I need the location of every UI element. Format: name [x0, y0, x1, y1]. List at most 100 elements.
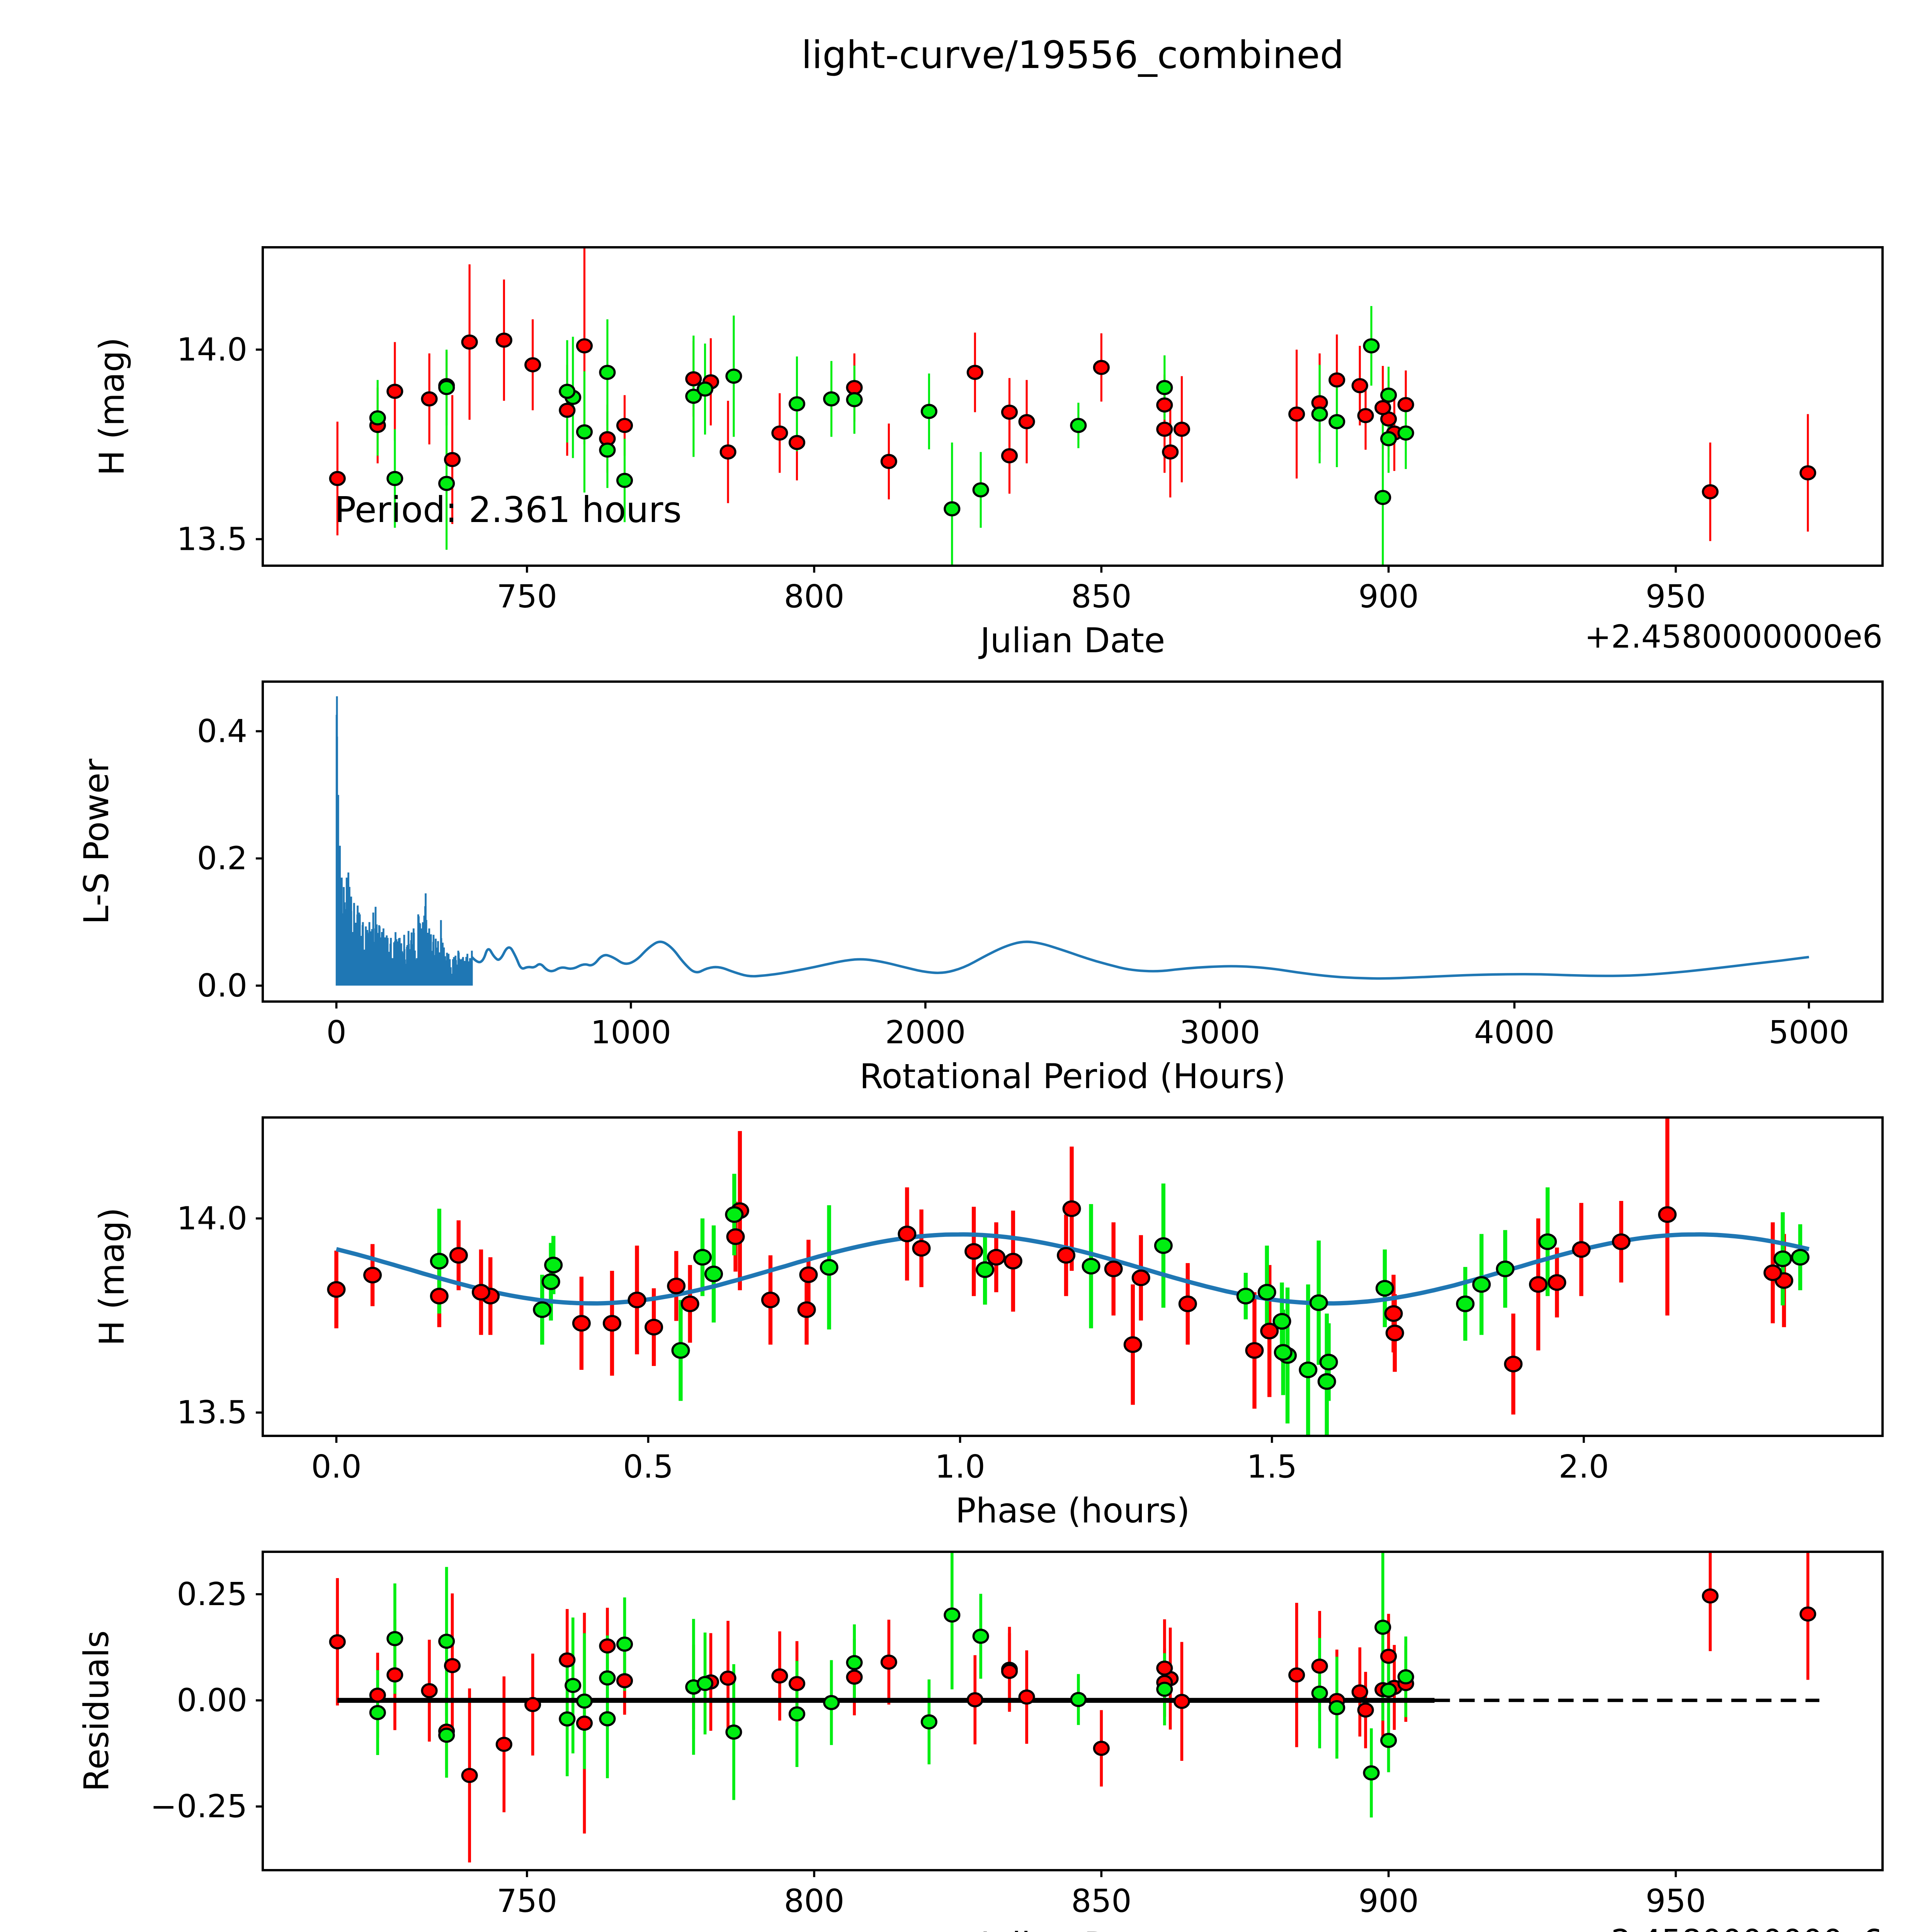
- data-point: [616, 1636, 633, 1652]
- period-annotation: Period: 2.361 hours: [335, 489, 682, 531]
- data-point: [725, 1725, 742, 1740]
- data-point: [544, 1257, 563, 1274]
- x-tick-label: 1000: [590, 1014, 671, 1051]
- x-axis-label: Phase (hours): [956, 1491, 1190, 1531]
- data-point: [541, 1273, 560, 1290]
- data-point: [820, 1259, 838, 1276]
- data-point: [1374, 400, 1391, 415]
- data-point: [1082, 1258, 1100, 1275]
- data-point: [576, 1693, 593, 1709]
- data-point: [369, 410, 386, 426]
- data-point: [616, 418, 633, 433]
- data-point: [1299, 1361, 1318, 1378]
- data-point: [788, 1676, 806, 1691]
- data-point: [1311, 1685, 1328, 1701]
- axes-spines: [262, 1116, 1884, 1437]
- y-tick-label: 13.5: [177, 1395, 247, 1431]
- y-axis-label: H (mag): [92, 337, 132, 476]
- x-axis-offset-text: +2.4580000000e6: [1585, 1923, 1883, 1932]
- data-point: [1799, 465, 1816, 481]
- plot-area: [335, 696, 1809, 986]
- data-point: [1612, 1233, 1631, 1250]
- data-point: [1311, 1658, 1328, 1674]
- x-tick-label: 4000: [1474, 1014, 1555, 1051]
- data-point: [966, 1692, 983, 1708]
- data-point: [645, 1319, 663, 1336]
- data-point: [1456, 1295, 1475, 1312]
- data-point: [559, 1711, 576, 1727]
- y-tick-label: 14.0: [177, 332, 247, 368]
- data-point: [1104, 1260, 1123, 1277]
- data-point: [495, 332, 512, 348]
- data-point: [1018, 1689, 1035, 1705]
- data-point: [846, 1669, 863, 1685]
- model-fit-curve: [336, 1232, 1810, 1306]
- data-point: [461, 334, 478, 350]
- data-point: [799, 1266, 818, 1283]
- data-point: [444, 1658, 461, 1673]
- plot-area: [329, 1552, 1820, 1863]
- data-point: [1156, 397, 1173, 413]
- data-point: [1799, 1606, 1816, 1622]
- axes-spines: [262, 246, 1884, 567]
- data-point: [685, 371, 702, 386]
- data-point: [1178, 1295, 1197, 1312]
- data-point: [1357, 1702, 1374, 1718]
- data-point: [369, 1687, 386, 1703]
- data-point: [386, 1631, 403, 1646]
- y-tick-label: 0.4: [197, 713, 247, 750]
- data-point: [1357, 408, 1374, 423]
- data-point: [1062, 1200, 1081, 1217]
- data-point: [438, 1728, 455, 1743]
- data-point: [1272, 1313, 1291, 1330]
- data-point: [1397, 1669, 1414, 1685]
- data-point: [1328, 1700, 1345, 1716]
- data-point: [1472, 1276, 1491, 1293]
- data-point: [1702, 1588, 1719, 1604]
- data-point: [524, 1697, 541, 1712]
- data-point: [697, 381, 714, 397]
- data-point: [599, 1670, 616, 1686]
- data-point: [823, 1695, 840, 1710]
- data-point: [559, 384, 576, 399]
- data-point: [667, 1277, 686, 1294]
- data-point: [797, 1301, 816, 1318]
- data-point: [572, 1315, 591, 1332]
- markers-red: [329, 332, 1816, 500]
- data-point: [1572, 1241, 1591, 1258]
- plot-area: [329, 247, 1816, 566]
- data-point: [697, 1676, 714, 1691]
- data-point: [576, 338, 593, 354]
- data-point: [438, 476, 455, 491]
- plot-area: [327, 1117, 1810, 1436]
- x-tick-label: 950: [1646, 1883, 1706, 1920]
- data-point: [1257, 1284, 1276, 1301]
- data-point: [1363, 1765, 1380, 1781]
- data-point: [771, 425, 788, 441]
- data-point: [369, 1705, 386, 1720]
- data-point: [444, 452, 461, 467]
- markers-green: [369, 338, 1414, 517]
- data-point: [471, 1284, 490, 1301]
- x-tick-label: 2000: [885, 1014, 966, 1051]
- data-point: [576, 424, 593, 440]
- data-point: [1156, 380, 1173, 395]
- x-tick-label: 800: [784, 578, 845, 615]
- data-point: [1351, 378, 1368, 393]
- data-point: [964, 1243, 983, 1260]
- data-point: [386, 384, 403, 399]
- x-tick-label: 900: [1358, 578, 1419, 615]
- data-point: [944, 501, 961, 517]
- data-point: [1773, 1250, 1792, 1267]
- x-tick-label: 0.0: [311, 1449, 361, 1485]
- data-point: [719, 444, 736, 460]
- data-point: [1156, 1682, 1173, 1697]
- figure-title: light-curve/19556_combined: [801, 33, 1344, 77]
- data-point: [461, 1768, 478, 1783]
- data-point: [421, 1683, 438, 1699]
- data-point: [719, 1670, 736, 1686]
- markers-green: [369, 1607, 1414, 1781]
- data-point: [1123, 1336, 1142, 1353]
- data-point: [1319, 1354, 1338, 1371]
